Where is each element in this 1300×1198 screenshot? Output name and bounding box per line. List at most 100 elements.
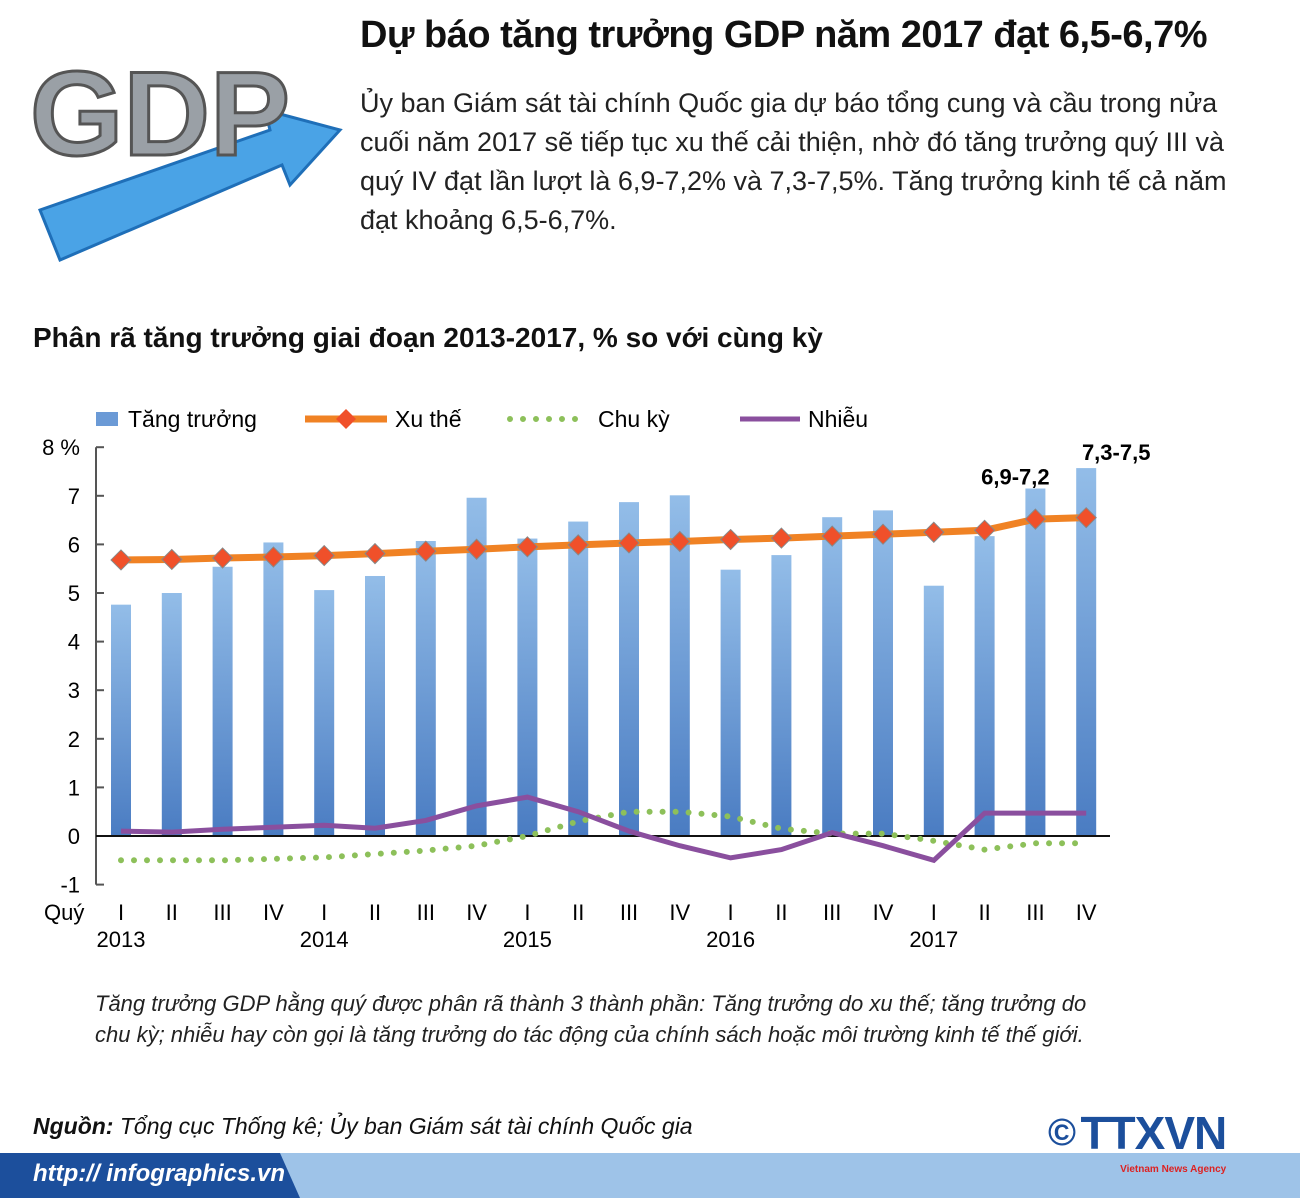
trend-marker xyxy=(669,530,691,553)
trend-marker xyxy=(770,527,793,549)
trend-marker xyxy=(1075,506,1097,529)
x-tick-label: III xyxy=(213,900,231,925)
bar xyxy=(619,502,639,836)
noise-line xyxy=(120,794,1087,864)
annotation-label: 6,9-7,2 xyxy=(981,465,1050,490)
source-text: Tổng cục Thống kê; Ủy ban Giám sát tài c… xyxy=(113,1113,693,1139)
x-tick-label: IV xyxy=(466,900,487,925)
x-tick-label: III xyxy=(1026,900,1044,925)
year-label: 2015 xyxy=(503,927,552,952)
bar xyxy=(822,517,843,836)
brand-sub: Vietnam News Agency xyxy=(1120,1164,1227,1175)
trend-marker xyxy=(872,523,894,545)
y-tick-label: 3 xyxy=(68,678,80,703)
bar xyxy=(161,593,182,836)
bar xyxy=(415,540,436,836)
bar xyxy=(1076,468,1097,836)
x-tick-label: II xyxy=(978,900,990,925)
bar xyxy=(517,538,538,836)
bar xyxy=(923,585,944,836)
x-tick-label: I xyxy=(321,900,327,925)
trend-marker xyxy=(973,519,996,542)
y-tick-label: 8 % xyxy=(42,435,80,460)
annotation-label: 7,3-7,5 xyxy=(1082,440,1151,465)
legend-label: Nhiễu xyxy=(808,406,868,432)
legend-label: Chu kỳ xyxy=(598,406,670,432)
bar xyxy=(314,590,335,836)
trend-marker xyxy=(364,542,386,565)
y-tick-label: 0 xyxy=(68,824,80,849)
trend-marker xyxy=(465,538,488,560)
bar xyxy=(873,510,893,836)
x-tick-label: I xyxy=(931,900,937,925)
chart-title: Phân rã tăng trưởng giai đoạn 2013-2017,… xyxy=(33,322,823,353)
bar xyxy=(365,575,385,836)
bar xyxy=(1025,488,1046,836)
x-tick-label: III xyxy=(620,900,638,925)
source-label: Nguồn: xyxy=(33,1113,114,1139)
trend-marker xyxy=(110,549,132,571)
copyright-icon: © xyxy=(1048,1112,1076,1154)
source-line: Nguồn: Tổng cục Thống kê; Ủy ban Giám sá… xyxy=(33,1112,693,1140)
brand-text: TTXVN xyxy=(1080,1107,1227,1159)
x-tick-label: III xyxy=(417,900,435,925)
page-title: Dự báo tăng trưởng GDP năm 2017 đạt 6,5-… xyxy=(360,14,1208,56)
x-tick-label: I xyxy=(524,900,530,925)
y-tick-label: -1 xyxy=(60,873,80,898)
bar xyxy=(111,604,131,836)
y-tick-label: 4 xyxy=(68,630,80,655)
bar xyxy=(771,555,792,836)
footer-band xyxy=(0,1153,300,1198)
bar xyxy=(568,521,589,836)
x-tick-label: IV xyxy=(873,900,894,925)
trend-marker xyxy=(618,532,640,554)
logo-text: GDP xyxy=(30,47,290,181)
y-tick-label: 2 xyxy=(68,727,80,752)
x-tick-label: IV xyxy=(1076,900,1097,925)
year-label: 2016 xyxy=(706,927,755,952)
trend-marker xyxy=(313,544,335,567)
legend-marker xyxy=(336,409,356,429)
trend-marker xyxy=(516,536,539,558)
trend-marker xyxy=(821,525,843,547)
trend-marker xyxy=(923,521,945,543)
legend-swatch-bar xyxy=(96,412,118,426)
bar xyxy=(974,536,995,836)
trend-marker xyxy=(567,534,589,556)
x-tick-label: I xyxy=(118,900,124,925)
year-label: 2014 xyxy=(300,927,349,952)
legend-label: Tăng trưởng xyxy=(128,406,257,432)
x-tick-label: II xyxy=(166,900,178,925)
legend-label: Xu thế xyxy=(395,406,462,432)
x-tick-label: II xyxy=(369,900,381,925)
lead-paragraph: Ủy ban Giám sát tài chính Quốc gia dự bá… xyxy=(360,88,1227,235)
trend-marker xyxy=(262,546,285,568)
y-tick-label: 1 xyxy=(68,775,80,800)
bar xyxy=(263,542,284,836)
chart-note: Tăng trưởng GDP hằng quý được phân rã th… xyxy=(95,991,1087,1047)
bar xyxy=(212,566,233,836)
gdp-logo: GDP xyxy=(29,46,343,262)
trend-marker xyxy=(161,548,183,571)
bar xyxy=(466,497,487,836)
x-tick-label: III xyxy=(823,900,841,925)
footer-url[interactable]: http:// infographics.vn xyxy=(33,1160,285,1187)
x-tick-label: I xyxy=(728,900,734,925)
x-axis-label: Quý xyxy=(44,900,84,925)
x-tick-label: II xyxy=(572,900,584,925)
trend-marker xyxy=(719,528,742,551)
ttxvn-logo: © TTXVN Vietnam News Agency xyxy=(1048,1107,1227,1175)
y-tick-label: 5 xyxy=(68,581,80,606)
y-tick-label: 6 xyxy=(68,532,80,557)
x-tick-label: II xyxy=(775,900,787,925)
x-tick-label: IV xyxy=(669,900,690,925)
trend-marker xyxy=(1024,508,1047,530)
year-label: 2013 xyxy=(97,927,146,952)
trend-marker xyxy=(415,540,437,562)
bar xyxy=(720,569,741,836)
year-label: 2017 xyxy=(909,927,958,952)
trend-marker xyxy=(211,547,234,569)
x-tick-label: IV xyxy=(263,900,284,925)
bar xyxy=(669,495,690,836)
